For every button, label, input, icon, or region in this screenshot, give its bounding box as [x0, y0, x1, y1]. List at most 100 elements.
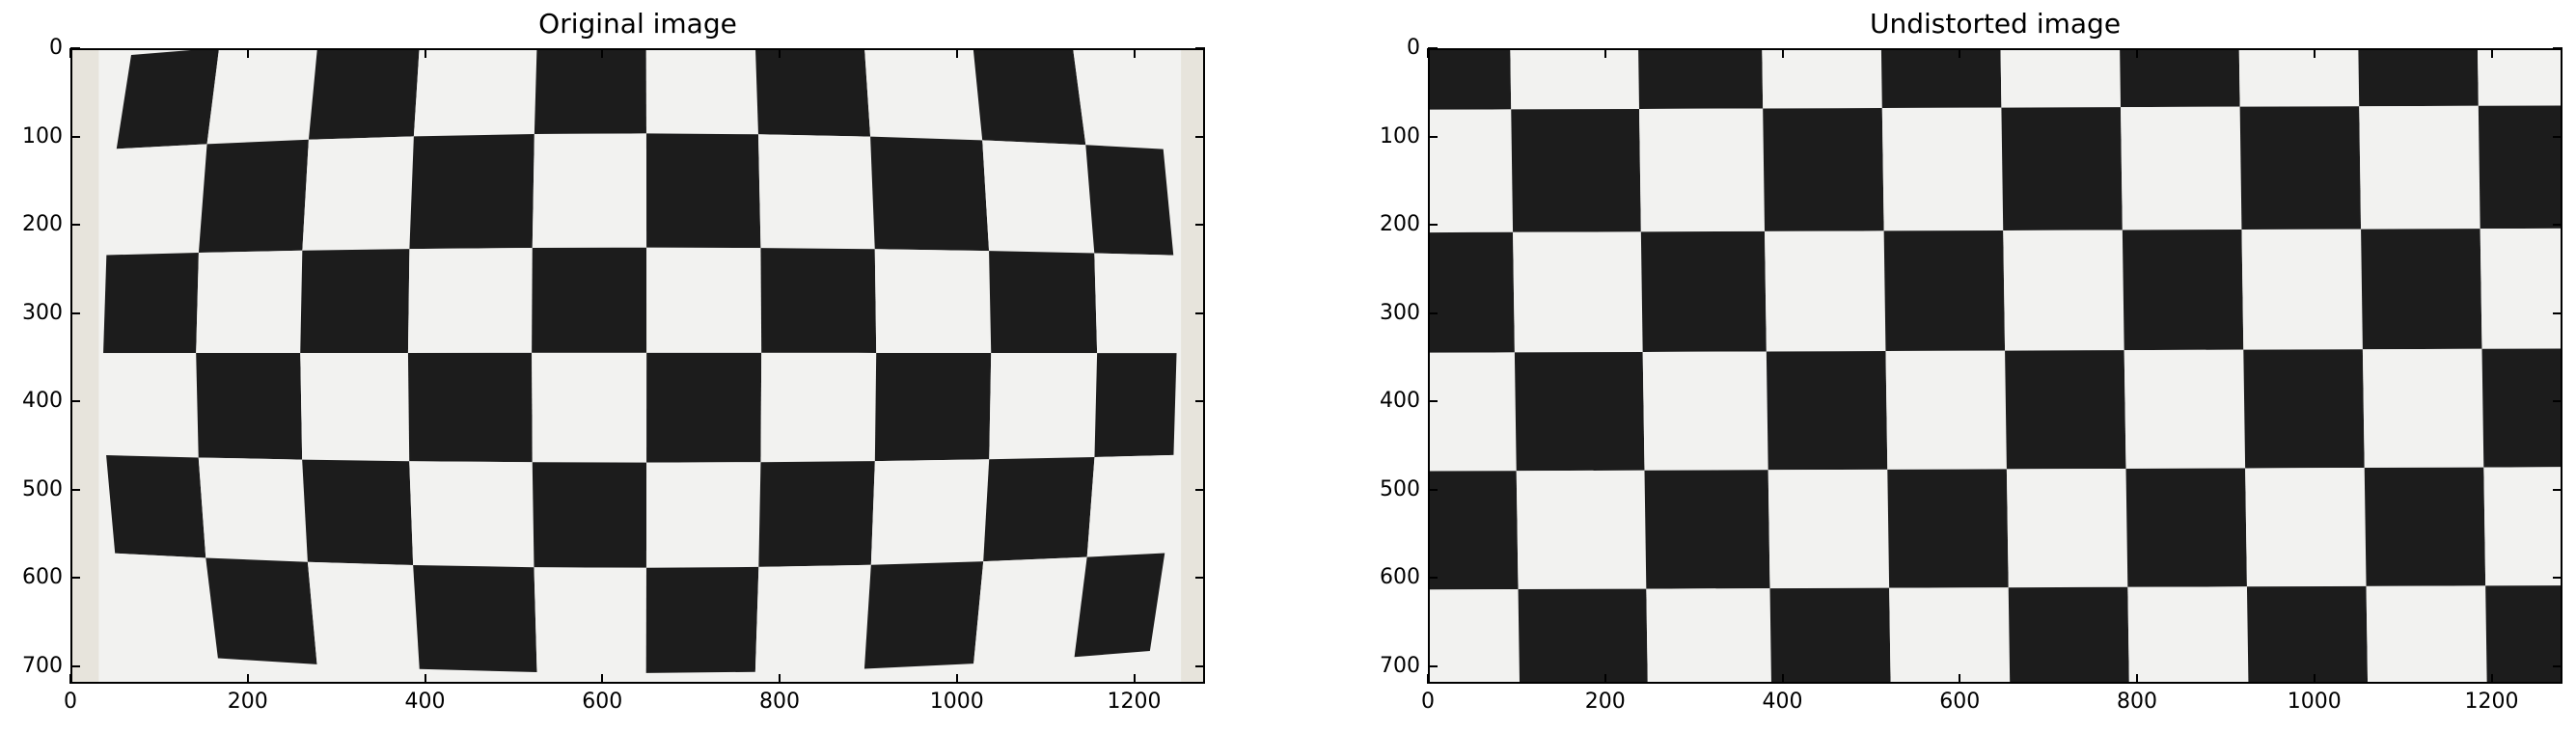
- checkerboard-square: [2245, 468, 2367, 587]
- y-tick-mark: [2553, 224, 2562, 227]
- x-tick-label: 600: [582, 690, 623, 714]
- image-axes: [1428, 48, 2562, 684]
- checkerboard-square: [198, 139, 309, 254]
- checkerboard-square: [2364, 467, 2486, 586]
- checkerboard-square: [645, 462, 761, 568]
- x-tick-label: 1000: [2287, 690, 2342, 714]
- y-tick-mark: [1428, 664, 1438, 667]
- checkerboard-undistorted-image: [1430, 50, 2561, 682]
- checkerboard-square: [982, 140, 1095, 254]
- y-tick-label: 500: [22, 476, 63, 501]
- checkerboard-square: [2001, 107, 2123, 230]
- x-tick-label: 0: [64, 690, 77, 714]
- checkerboard-square: [196, 250, 303, 354]
- panel-title: Undistorted image: [1869, 8, 2122, 40]
- x-tick-mark: [601, 674, 604, 684]
- checkerboard-square: [1642, 351, 1768, 471]
- checkerboard-square: [1644, 470, 1770, 589]
- x-tick-mark: [2136, 674, 2138, 684]
- checkerboard-square: [1763, 108, 1884, 231]
- x-tick-mark: [2136, 48, 2138, 58]
- y-tick-mark: [1428, 577, 1438, 580]
- checkerboard-square: [1768, 469, 1890, 589]
- checkerboard-square: [645, 566, 759, 673]
- checkerboard-square: [973, 556, 1087, 664]
- checkerboard-square: [1086, 454, 1174, 557]
- x-tick-mark: [2490, 674, 2493, 684]
- checkerboard-square: [1885, 350, 2007, 470]
- checkerboard-square: [1430, 231, 1515, 353]
- checkerboard-square: [196, 352, 303, 460]
- checkerboard-square: [2122, 230, 2244, 351]
- checkerboard-square: [206, 557, 317, 664]
- x-tick-mark: [1133, 674, 1136, 684]
- checkerboard-square: [302, 136, 414, 251]
- y-tick-mark: [1428, 224, 1438, 227]
- checkerboard-square: [407, 352, 533, 463]
- y-tick-label: 300: [1380, 300, 1420, 325]
- checkerboard-square: [1094, 253, 1177, 354]
- checkerboard-square: [2366, 585, 2487, 682]
- checkerboard-square: [2241, 229, 2363, 350]
- y-tick-mark: [1195, 47, 1205, 49]
- x-tick-mark: [69, 674, 71, 684]
- checkerboard-square: [1073, 50, 1164, 149]
- x-tick-label: 600: [1939, 690, 1981, 714]
- checkerboard-square: [1881, 107, 2004, 231]
- checkerboard-square: [2362, 348, 2484, 469]
- y-tick-mark: [1195, 135, 1205, 138]
- y-tick-mark: [2553, 135, 2562, 138]
- checkerboard-square: [874, 352, 992, 462]
- checkerboard-square: [407, 247, 533, 353]
- panel-title: Original image: [538, 8, 737, 40]
- checkerboard-square: [1514, 351, 1645, 472]
- checkerboard-square: [1638, 50, 1764, 109]
- y-tick-mark: [1428, 400, 1438, 403]
- y-tick-label: 100: [1380, 123, 1420, 149]
- x-tick-mark: [1959, 48, 1961, 58]
- checkerboard-square: [2239, 106, 2362, 230]
- y-tick-mark: [1195, 400, 1205, 403]
- x-tick-label: 400: [404, 690, 446, 714]
- checkerboard-square: [2243, 349, 2365, 469]
- y-tick-mark: [70, 224, 80, 227]
- y-tick-label: 600: [22, 565, 63, 590]
- checkerboard-square: [760, 352, 877, 463]
- x-tick-mark: [424, 674, 426, 684]
- checkerboard-square: [300, 249, 410, 353]
- checkerboard-square: [413, 50, 537, 137]
- x-tick-mark: [1427, 674, 1429, 684]
- paper-edge: [1181, 50, 1203, 682]
- x-tick-mark: [1959, 674, 1961, 684]
- checkerboard-square: [983, 457, 1095, 562]
- x-tick-mark: [1603, 48, 1606, 58]
- checkerboard-square: [2359, 105, 2480, 230]
- y-tick-label: 700: [22, 653, 63, 678]
- y-tick-mark: [70, 664, 80, 667]
- y-tick-mark: [1428, 47, 1438, 49]
- checkerboard-square: [300, 352, 410, 462]
- y-tick-label: 200: [22, 212, 63, 237]
- checkerboard-square: [757, 134, 875, 250]
- checkerboard-square: [532, 247, 647, 353]
- checkerboard-square: [760, 248, 877, 353]
- checkerboard-square: [302, 459, 414, 566]
- checkerboard-square: [2483, 467, 2561, 586]
- checkerboard-square: [2003, 230, 2124, 351]
- y-tick-mark: [1428, 135, 1438, 138]
- checkerboard-square: [2478, 105, 2561, 230]
- y-tick-label: 0: [1407, 36, 1420, 60]
- x-tick-mark: [1603, 674, 1606, 684]
- checkerboard-square: [1889, 587, 2011, 682]
- checkerboard-square: [1880, 50, 2002, 109]
- checkerboard-square: [645, 50, 758, 135]
- checkerboard-square: [973, 50, 1086, 146]
- checkerboard-square: [1513, 231, 1643, 353]
- checkerboard-square: [413, 565, 537, 672]
- checkerboard-square: [2358, 50, 2479, 107]
- checkerboard-square: [1430, 109, 1514, 233]
- x-tick-mark: [779, 48, 781, 58]
- y-tick-mark: [2553, 47, 2562, 49]
- y-tick-label: 100: [22, 123, 63, 149]
- y-tick-mark: [1195, 224, 1205, 227]
